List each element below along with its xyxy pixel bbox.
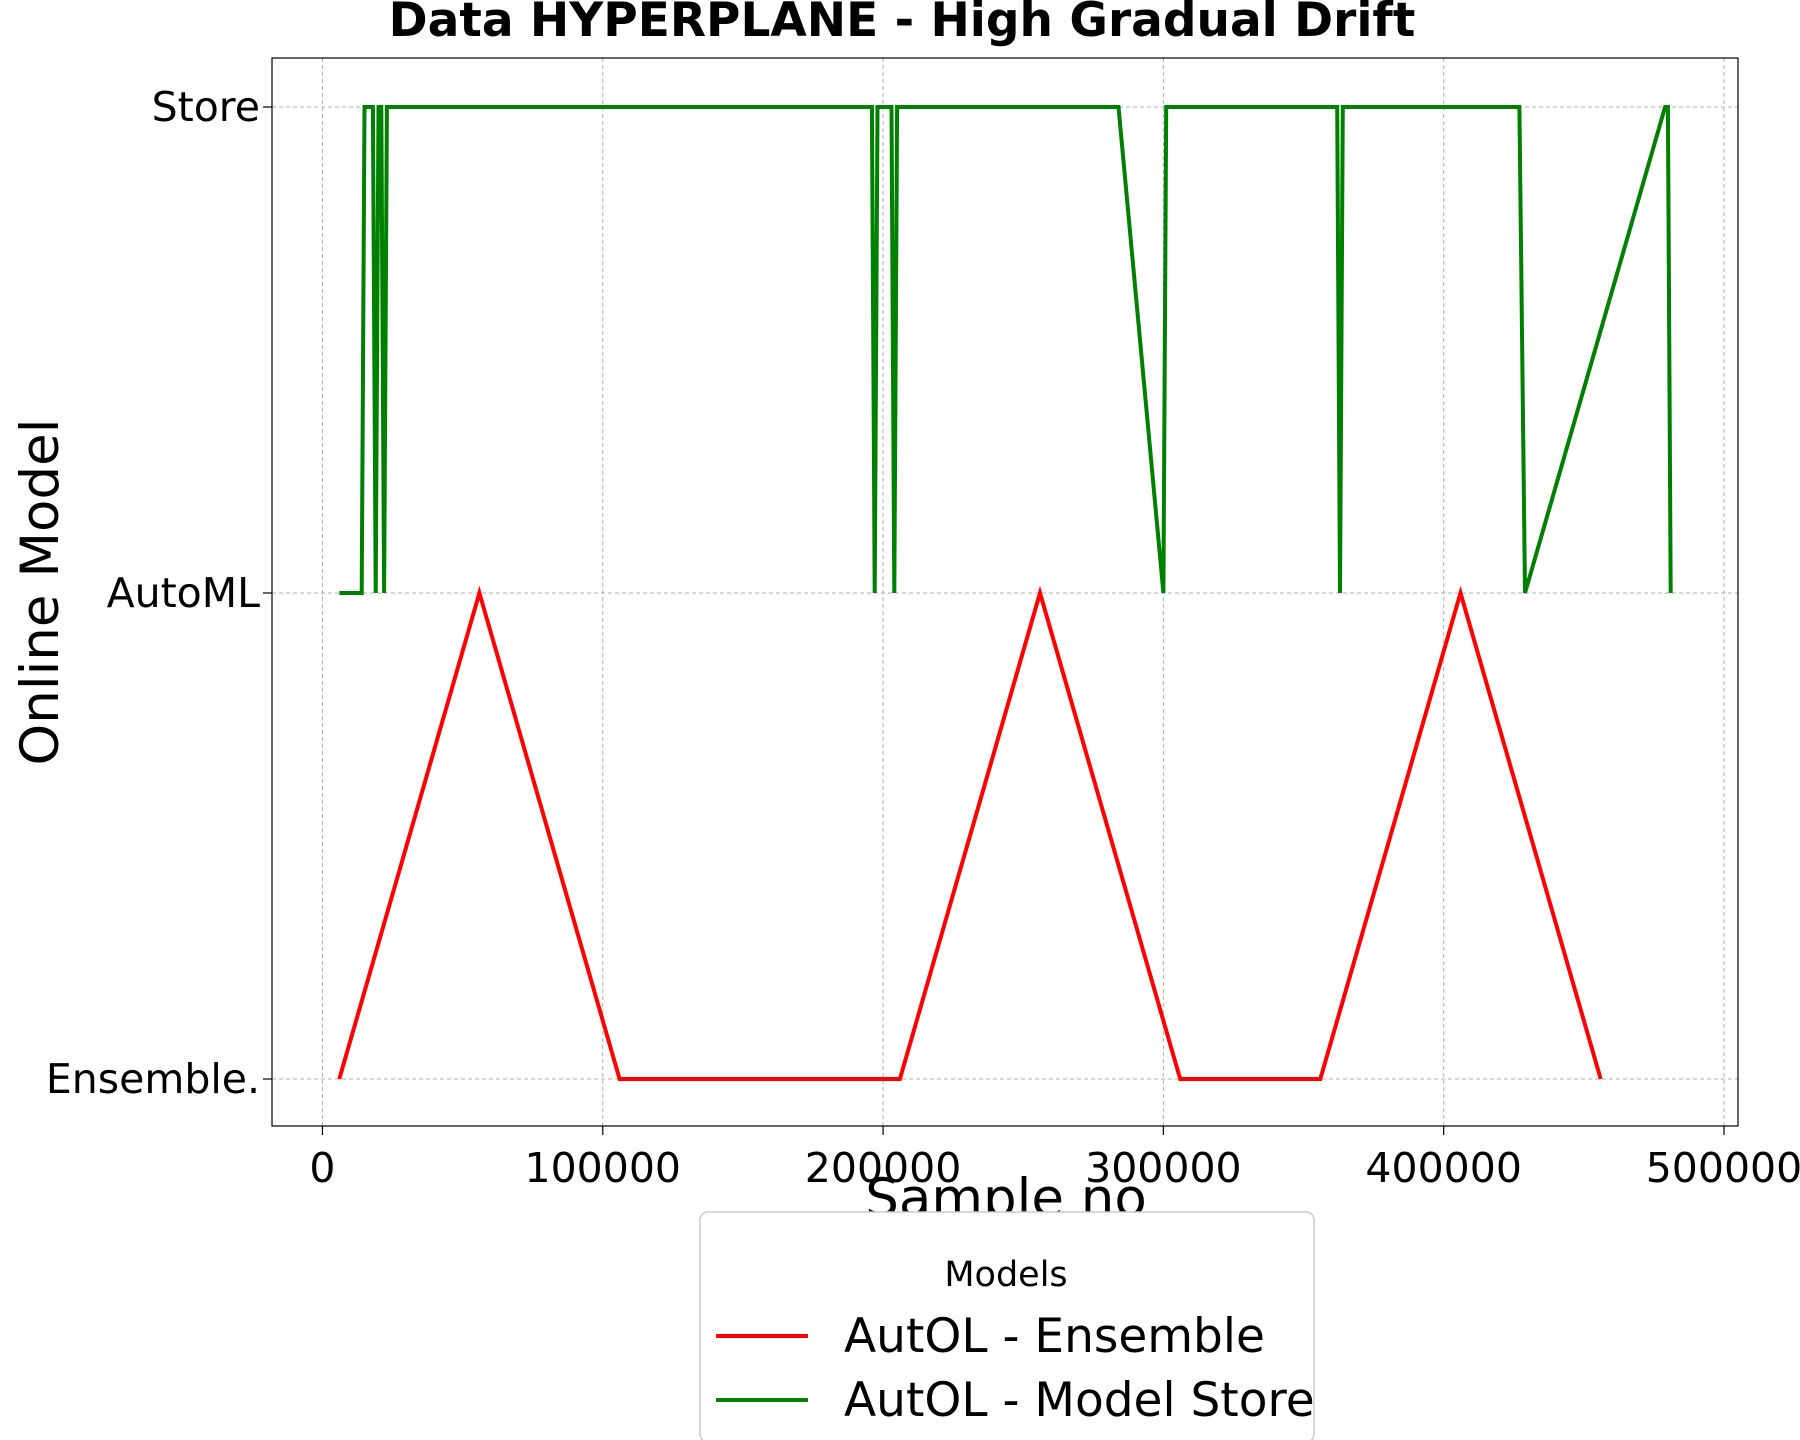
x-tick-label: 0: [309, 1144, 335, 1192]
legend: Models AutOL - Ensemble AutOL - Model St…: [699, 1211, 1315, 1440]
legend-label-ensemble: AutOL - Ensemble: [844, 1309, 1265, 1364]
x-tick-label: 300000: [1085, 1144, 1242, 1192]
y-ticks: Ensemble. AutoML Store: [46, 83, 272, 1103]
legend-box: [699, 1211, 1315, 1440]
y-tick-label: AutoML: [107, 569, 261, 617]
legend-title: Models: [944, 1255, 1067, 1295]
y-axis-label: Online Model: [10, 419, 71, 766]
x-tick-label: 200000: [805, 1144, 962, 1192]
chart-title: Data HYPERPLANE - High Gradual Drift: [389, 0, 1416, 48]
y-tick-label: Ensemble.: [46, 1055, 260, 1103]
series-line-ensemble: [337, 585, 1603, 1081]
plot-frame: [271, 57, 1739, 1127]
series-lines: [337, 105, 1673, 1081]
legend-label-model-store: AutOL - Model Store: [844, 1373, 1315, 1428]
series-line-model-store: [339, 105, 1673, 595]
x-tick-label: 500000: [1646, 1144, 1800, 1192]
x-ticks: 0 100000 200000 300000 400000 500000: [309, 1126, 1800, 1192]
x-tick-label: 100000: [525, 1144, 682, 1192]
y-tick-label: Store: [152, 83, 260, 131]
x-tick-label: 400000: [1365, 1144, 1522, 1192]
